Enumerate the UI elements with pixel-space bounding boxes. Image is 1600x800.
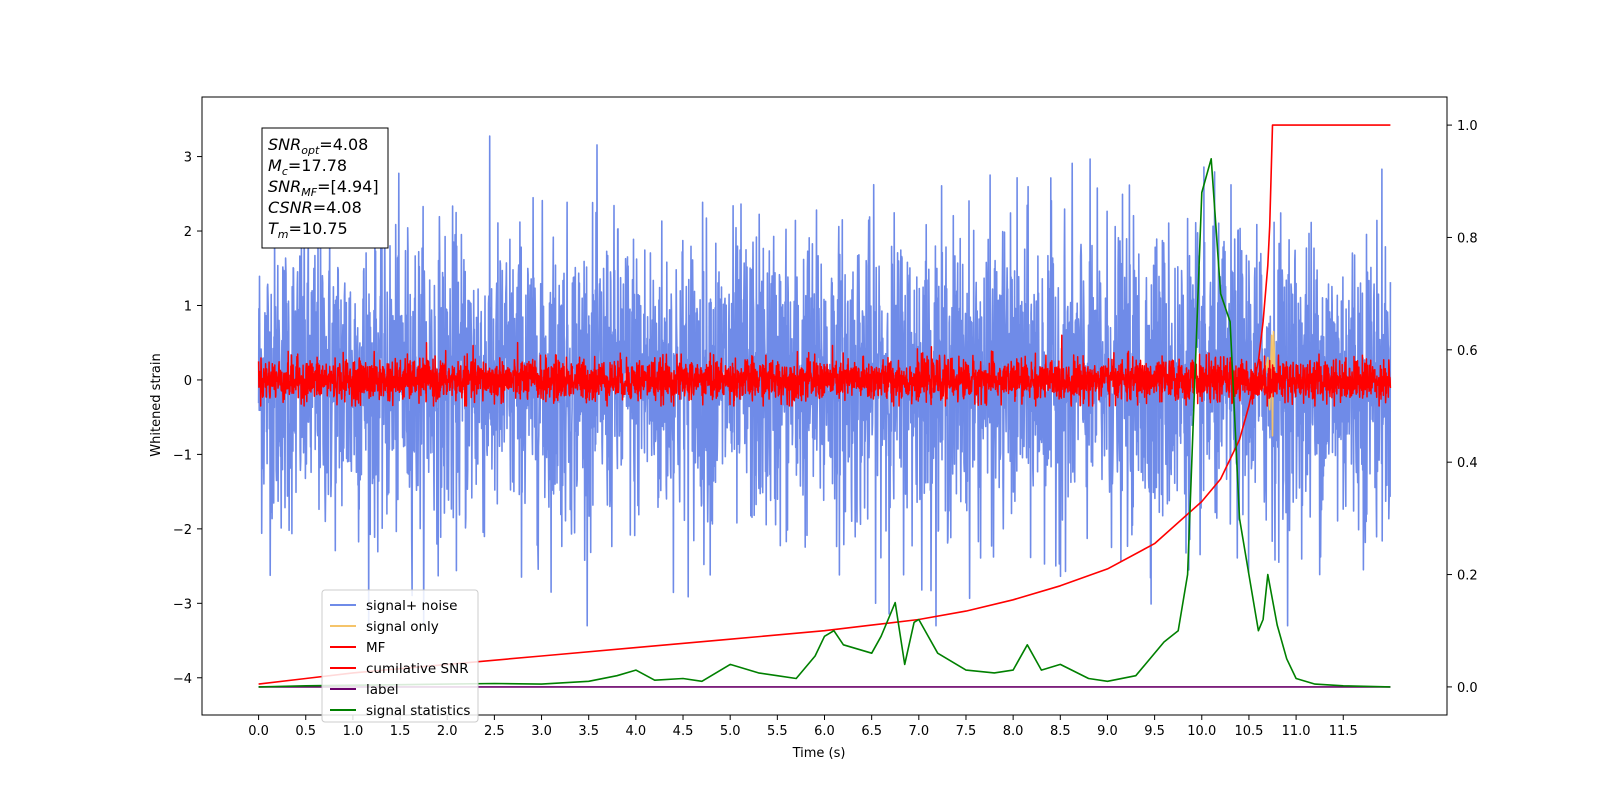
annotation-box: SNRopt=4.08Mc=17.78SNRMF=[4.94]CSNR=4.08…: [261, 127, 389, 249]
y-tick-label: −3: [173, 597, 192, 612]
x-tick-label: 0.5: [295, 724, 316, 739]
x-axis-label: Time (s): [792, 746, 846, 761]
x-tick-label: 4.5: [673, 724, 694, 739]
x-tick-label: 7.0: [908, 724, 929, 739]
y2-tick-label: 0.6: [1457, 344, 1478, 359]
series-signal-statistics: [258, 158, 1391, 688]
legend-entry-signal-only: signal only: [366, 619, 439, 635]
y2-tick-label: 0.4: [1457, 456, 1478, 471]
x-tick-label: 7.5: [956, 724, 977, 739]
annotation-line: Tm=10.75: [268, 219, 348, 241]
annotation-line: CSNR=4.08: [268, 198, 362, 217]
y-tick-label: 1: [184, 299, 192, 314]
annotation-frame: [261, 127, 389, 249]
y2-tick-label: 0.2: [1457, 569, 1478, 584]
annotation-line: SNRopt=4.08: [268, 135, 368, 157]
x-tick-label: 10.0: [1187, 724, 1216, 739]
legend-entry-label: label: [366, 682, 399, 698]
y2-tick-label: 0.0: [1457, 681, 1478, 696]
x-tick-label: 3.5: [578, 724, 599, 739]
legend-entry-cumilative-snr: cumilative SNR: [366, 661, 469, 677]
x-tick-label: 4.0: [626, 724, 647, 739]
x-tick-label: 11.5: [1329, 724, 1358, 739]
x-tick-label: 5.5: [767, 724, 788, 739]
series-cumilative-snr: [258, 124, 1391, 685]
series-signal-noise: [257, 135, 1392, 627]
legend-entry-signal-statistics: signal statistics: [366, 703, 470, 719]
axes-layer: 0.0 0.5 1.0 1.5 2.0 2.5 3.0 3.5 4.0 4.5 5.0 5.5 6.0 6…: [173, 96, 1478, 739]
x-tick-label: 10.5: [1234, 724, 1263, 739]
x-tick-label: 8.5: [1050, 724, 1071, 739]
y-axis-label: Whitened strain: [149, 353, 164, 456]
legend-entry-mf: MF: [366, 640, 385, 656]
y2-tick-label: 1.0: [1457, 119, 1478, 134]
x-tick-label: 9.0: [1097, 724, 1118, 739]
annotation-line: SNRMF=[4.94]: [268, 177, 379, 199]
legend: signal+ noise signal only MF cumilative SNR…: [321, 589, 479, 723]
x-tick-label: 6.5: [861, 724, 882, 739]
x-tick-label: 6.0: [814, 724, 835, 739]
series-mf: [257, 334, 1392, 407]
legend-entry-signal-noise: signal+ noise: [366, 598, 457, 614]
y-tick-label: −4: [173, 672, 192, 687]
x-tick-label: 1.0: [343, 724, 364, 739]
x-tick-label: 9.5: [1144, 724, 1165, 739]
x-tick-label: 11.0: [1282, 724, 1311, 739]
x-tick-label: 0.0: [248, 724, 269, 739]
x-tick-label: 2.0: [437, 724, 458, 739]
x-tick-label: 8.0: [1003, 724, 1024, 739]
x-tick-label: 2.5: [484, 724, 505, 739]
x-tick-label: 5.0: [720, 724, 741, 739]
y-tick-label: −2: [173, 523, 192, 538]
y-tick-label: 0: [184, 374, 192, 389]
y-tick-label: 2: [184, 225, 192, 240]
legend-frame: [321, 589, 479, 723]
x-tick-label: 3.0: [531, 724, 552, 739]
y2-tick-label: 0.8: [1457, 231, 1478, 246]
annotation-line: Mc=17.78: [268, 156, 347, 178]
x-tick-label: 1.5: [390, 724, 411, 739]
y-tick-label: −1: [173, 448, 192, 463]
y-tick-label: 3: [184, 151, 192, 166]
